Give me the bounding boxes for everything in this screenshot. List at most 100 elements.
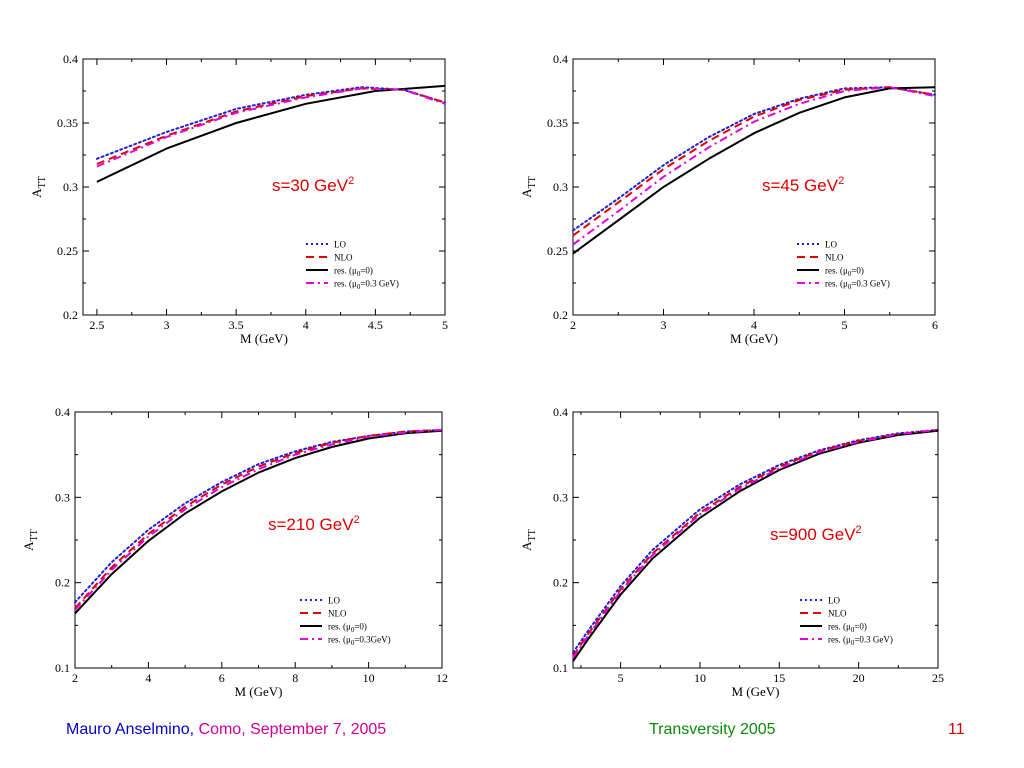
x-tick-label: 5 — [618, 671, 624, 685]
x-tick-label: 2.5 — [89, 318, 104, 332]
legend-label: res. (μ0=0.3 GeV) — [334, 279, 399, 292]
x-tick-label: 4 — [145, 671, 151, 685]
series-line-nlo — [75, 430, 442, 608]
series-line-res-mu0-03 — [573, 430, 938, 658]
x-axis-label: M (GeV) — [234, 684, 282, 699]
y-axis-label-sub: TT — [37, 176, 48, 188]
y-tick-label: 0.3 — [553, 180, 568, 194]
y-axis-label: ATT — [21, 529, 40, 551]
y-tick-label: 0.3 — [55, 490, 70, 504]
y-tick-label: 0.25 — [547, 244, 568, 258]
y-axis-label: ATT — [29, 176, 48, 198]
x-tick-label: 5 — [442, 318, 448, 332]
series-line-lo — [573, 430, 938, 653]
footer-author-line: Mauro Anselmino, Como, September 7, 2005 — [66, 721, 386, 739]
x-tick-label: 4 — [303, 318, 309, 332]
series-line-res-mu0-0 — [75, 431, 442, 614]
x-tick-label: 5 — [842, 318, 848, 332]
chart-panel-s900: 5 10 15 20 25 0.1 0.2 0.3 0.4 M (GeV) ATT LO NLO res.… — [512, 384, 1024, 714]
legend-label: res. (μ0=0.3 GeV) — [828, 635, 893, 648]
y-tick-label: 0.3 — [553, 490, 568, 504]
x-tick-label: 6 — [219, 671, 225, 685]
x-tick-label: 20 — [853, 671, 865, 685]
energy-annotation: s=210 GeV2 — [268, 514, 360, 534]
legend-label: LO — [328, 596, 340, 606]
y-tick-label: 0.4 — [553, 52, 568, 66]
y-axis-label-sub: TT — [527, 529, 538, 541]
x-tick-label: 8 — [292, 671, 298, 685]
legend-label: NLO — [334, 253, 353, 263]
footer-author: Mauro Anselmino, — [66, 721, 194, 738]
series-line-res-mu0-03 — [75, 430, 442, 610]
series-line-res-mu0-0 — [573, 431, 938, 661]
footer-event: Como, September 7, 2005 — [194, 721, 386, 738]
legend-label: res. (μ0=0) — [828, 622, 867, 635]
x-tick-label: 3.5 — [229, 318, 244, 332]
plot-frame — [573, 59, 935, 315]
series-line-res-mu0-03 — [97, 88, 445, 166]
y-tick-label: 0.2 — [63, 308, 78, 322]
series-line-nlo — [97, 88, 445, 164]
legend-label: NLO — [828, 609, 847, 619]
legend-label: res. (μ0=0) — [334, 266, 373, 279]
series-line-res-mu0-0 — [97, 86, 445, 182]
chart-s210: 2 4 6 8 10 12 0.1 0.2 0.3 0.4 M (GeV) ATT LO NLO res. … — [0, 384, 512, 714]
y-tick-label: 0.2 — [55, 576, 70, 590]
x-tick-label: 4 — [751, 318, 757, 332]
plot-frame — [573, 412, 938, 668]
y-tick-label: 0.4 — [553, 405, 568, 419]
x-axis-label: M (GeV) — [730, 331, 778, 346]
legend-label: LO — [334, 240, 346, 250]
chart-panel-s45: 2 3 4 5 6 0.2 0.25 0.3 0.35 0.4 M (GeV) ATT LO NLO res… — [512, 0, 1024, 384]
energy-annotation: s=30 GeV2 — [272, 175, 354, 195]
series-line-nlo — [573, 430, 938, 656]
x-tick-label: 15 — [773, 671, 785, 685]
x-axis-label: M (GeV) — [731, 684, 779, 699]
plot-frame — [83, 59, 445, 315]
x-tick-label: 10 — [363, 671, 375, 685]
y-tick-label: 0.35 — [547, 116, 568, 130]
y-axis-label-sub: TT — [527, 176, 538, 188]
legend-label: LO — [825, 240, 837, 250]
x-tick-label: 3 — [661, 318, 667, 332]
x-tick-label: 6 — [932, 318, 938, 332]
y-tick-label: 0.4 — [55, 405, 70, 419]
legend-label: res. (μ0=0) — [825, 266, 864, 279]
x-tick-label: 12 — [436, 671, 448, 685]
y-axis-label: ATT — [519, 529, 538, 551]
chart-panel-s210: 2 4 6 8 10 12 0.1 0.2 0.3 0.4 M (GeV) ATT LO NLO res. … — [0, 384, 512, 714]
series-line-lo — [75, 430, 442, 602]
chart-s45: 2 3 4 5 6 0.2 0.25 0.3 0.35 0.4 M (GeV) ATT LO NLO res… — [512, 0, 1024, 384]
y-tick-label: 0.4 — [63, 52, 78, 66]
legend-label: res. (μ0=0.3 GeV) — [825, 279, 890, 292]
legend-label: NLO — [825, 253, 844, 263]
page-number: 11 — [948, 721, 965, 739]
chart-panel-s30: 2.5 3 3.5 4 4.5 5 0.2 0.25 0.3 0.35 0.4 M (GeV) ATT L… — [0, 0, 512, 384]
series-line-res-mu0-0 — [573, 87, 935, 253]
y-tick-label: 0.1 — [55, 661, 70, 675]
energy-annotation: s=900 GeV2 — [770, 524, 862, 544]
energy-annotation: s=45 GeV2 — [762, 175, 844, 195]
plot-frame — [75, 412, 442, 668]
y-tick-label: 0.2 — [553, 308, 568, 322]
y-tick-label: 0.2 — [553, 576, 568, 590]
y-tick-label: 0.1 — [553, 661, 568, 675]
y-tick-label: 0.3 — [63, 180, 78, 194]
legend-label: res. (μ0=0.3GeV) — [328, 635, 391, 648]
x-tick-label: 10 — [694, 671, 706, 685]
x-axis-label: M (GeV) — [240, 331, 288, 346]
series-line-lo — [97, 87, 445, 159]
y-tick-label: 0.25 — [57, 244, 78, 258]
footer-conference: Transversity 2005 — [649, 721, 776, 739]
x-tick-label: 2 — [570, 318, 576, 332]
y-axis-label: ATT — [519, 176, 538, 198]
x-tick-label: 25 — [932, 671, 944, 685]
y-tick-label: 0.35 — [57, 116, 78, 130]
legend-label: LO — [828, 596, 840, 606]
legend-label: res. (μ0=0) — [328, 622, 367, 635]
series-line-res-mu0-03 — [573, 87, 935, 244]
x-tick-label: 4.5 — [368, 318, 383, 332]
legend-label: NLO — [328, 609, 347, 619]
chart-s900: 5 10 15 20 25 0.1 0.2 0.3 0.4 M (GeV) ATT LO NLO res.… — [512, 384, 1024, 714]
x-tick-label: 2 — [72, 671, 78, 685]
